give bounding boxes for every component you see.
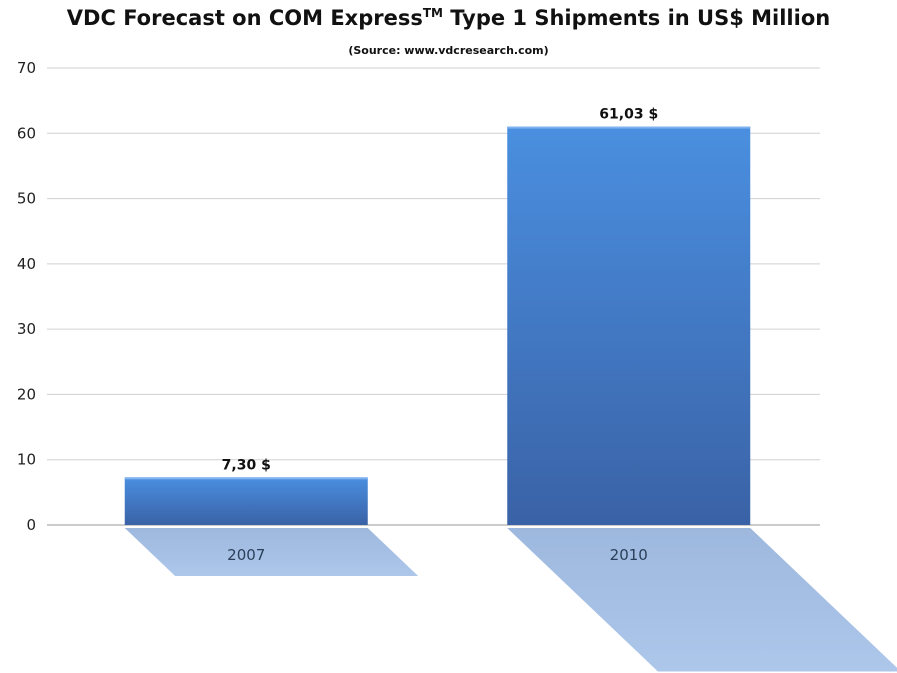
bars [124,126,751,526]
data-label-2007: 7,30 $ [222,457,271,473]
chart-title: VDC Forecast on COM ExpressTM Type 1 Shi… [66,6,831,30]
y-tick-label: 70 [17,59,36,77]
y-tick-label: 40 [17,255,36,273]
y-tick-label: 50 [17,190,36,208]
bar-top-highlight [124,477,368,480]
chart-subtitle: (Source: www.vdcresearch.com) [348,44,549,57]
bar-shadows [124,528,897,672]
y-tick-label: 0 [26,516,36,534]
bar-2007 [124,477,368,525]
trademark-mark: TM [422,6,443,20]
y-tick-label: 30 [17,320,36,338]
bar-top-highlight [507,126,751,129]
y-tick-label: 20 [17,385,36,403]
x-tick-label-2010: 2010 [610,546,648,564]
bar-shadow-2007 [124,528,419,576]
x-tick-label-2007: 2007 [227,546,265,564]
labels: 0 10 20 30 40 50 60 70 7,30 $ 2007 61,03 $ 2010 [17,59,658,564]
y-tick-label: 10 [17,451,36,469]
data-label-2010: 61,03 $ [599,107,658,123]
bar-shadow-2010 [507,528,897,672]
y-tick-label: 60 [17,124,36,142]
bar-2010 [507,126,751,526]
